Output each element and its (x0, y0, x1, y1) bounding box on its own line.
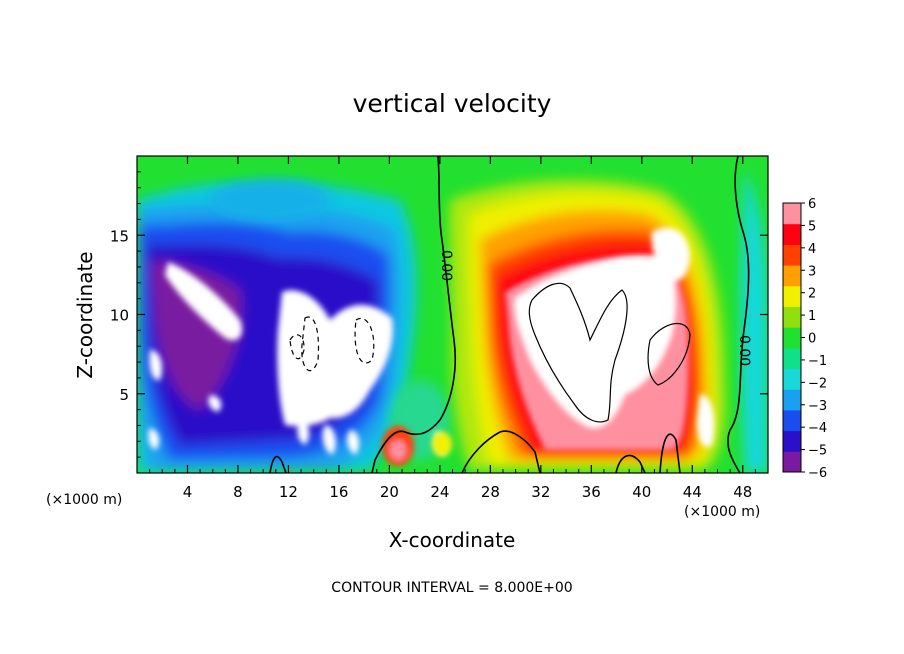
x-tick-label: 32 (531, 483, 550, 501)
x-tick-label: 8 (233, 483, 243, 501)
colorbar-tick-label: −3 (808, 399, 827, 414)
colorbar-tick-label: 4 (808, 242, 816, 257)
contour-interval-footer: CONTOUR INTERVAL = 8.000E+00 (331, 580, 572, 596)
x-tick-label: 48 (733, 483, 752, 501)
zero-contour-bottom-far (659, 433, 681, 473)
colorbar-swatch (783, 285, 801, 307)
colorbar-tick-label: −5 (808, 444, 827, 459)
x-tick-label: 12 (279, 483, 298, 501)
colorbar-tick-label: 6 (808, 197, 816, 212)
x-unit-label: (×1000 m) (684, 504, 760, 520)
colorbar-swatch (783, 368, 801, 390)
colorbar-tick-label: −6 (808, 466, 827, 481)
positive-contours (528, 282, 691, 423)
colorbar-swatch (783, 265, 801, 287)
colorbar-tick-label: −1 (808, 354, 827, 369)
x-tick-label: 44 (683, 483, 702, 501)
zero-contour-right (727, 156, 750, 473)
y-axis-title: Z-coordinate (73, 251, 97, 378)
zero-contour-bottom-right (615, 454, 646, 473)
y-axis: 5 10 15 (110, 171, 768, 458)
x-tick-label: 36 (582, 483, 601, 501)
x-tick-label: 20 (380, 483, 399, 501)
colorbar-tick-label: 3 (808, 264, 816, 279)
plot-area: 0.00 0.00 (137, 156, 768, 473)
colorbar-swatch (783, 451, 801, 473)
x-tick-label: 24 (430, 483, 449, 501)
colorbar-swatch (783, 409, 801, 432)
colorbar-swatch (783, 203, 801, 225)
chart-title: vertical velocity (353, 89, 552, 118)
colorbar-swatch (783, 327, 801, 349)
y-tick-label: 15 (110, 227, 129, 245)
velocity-field (137, 170, 768, 473)
colorbar-tick-label: 5 (808, 219, 816, 234)
colorbar-swatch (783, 223, 801, 245)
colorbar: 6 5 4 3 2 1 0 −1 −2 −3 −4 −5 −6 (782, 197, 827, 481)
contour-lines (269, 156, 750, 473)
x-tick-label: 16 (329, 483, 348, 501)
contour-label-right: 0.00 (736, 335, 752, 366)
x-tick-label: 40 (632, 483, 651, 501)
zero-contour-bottom-left (269, 455, 287, 473)
colorbar-tick-label: 2 (808, 287, 816, 302)
x-tick-label: 4 (183, 483, 193, 501)
x-tick-label: 28 (481, 483, 500, 501)
colorbar-swatch (783, 430, 801, 452)
colorbar-tick-label: −2 (808, 376, 827, 391)
zero-contour-middle (371, 156, 457, 473)
zero-contour-bottom-mid (461, 430, 541, 473)
x-axis-title: X-coordinate (389, 528, 516, 552)
z-unit-label: (×1000 m) (46, 492, 122, 508)
contour-label-middle: 0.00 (438, 250, 454, 281)
colorbar-tick-label: 0 (808, 332, 816, 347)
y-tick-label: 5 (119, 386, 129, 404)
y-tick-label: 10 (110, 307, 129, 325)
colorbar-swatch (783, 347, 801, 370)
colorbar-tick-label: 1 (808, 309, 816, 324)
x-axis: 4 8 12 16 20 24 28 32 36 40 44 48 (149, 156, 756, 501)
colorbar-tick-label: −4 (808, 421, 827, 436)
colorbar-swatch (783, 306, 801, 328)
colorbar-swatch (783, 244, 801, 266)
colorbar-swatch (783, 389, 801, 411)
negative-contours (289, 316, 375, 372)
